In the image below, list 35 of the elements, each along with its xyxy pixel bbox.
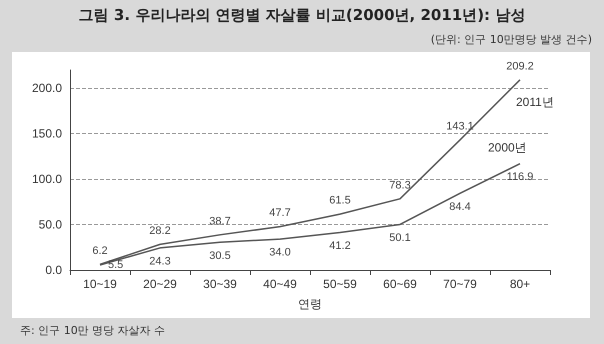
x-tick-label: 80+ [510,277,530,291]
y-tick-label: 200.0 [32,81,62,96]
data-label: 47.7 [269,207,291,220]
data-label: 34.0 [269,246,291,259]
data-label: 38.7 [209,215,231,228]
x-tick-label: 40~49 [263,277,298,291]
data-label: 41.2 [329,240,351,252]
data-label: 209.2 [506,60,534,72]
text: 주: 인구 10만 명당 자살자 수 [20,323,166,338]
data-label: 143.1 [446,120,474,132]
y-tick-label: 150.0 [32,126,62,141]
x-tick-label: 50~59 [323,277,358,291]
data-label: 61.5 [329,194,351,207]
y-tick-label: 50.0 [38,218,62,232]
x-axis-title: 연령 [298,297,322,311]
data-label: 78.3 [389,179,411,192]
y-tick-label: 100.0 [32,172,62,186]
x-tick-label: 60~69 [383,277,418,291]
data-label: 5.5 [108,259,124,271]
x-tick-label: 70~79 [443,277,478,291]
chart-title: 그림 3. 우리나라의 연령별 자살률 비교(2000년, 2011년): 남성 [78,6,526,25]
y-tick-label: 0.0 [45,263,62,277]
series-label: 2011년 [516,94,554,109]
data-label: 50.1 [389,232,411,244]
x-tick-label: 10~19 [83,277,118,291]
data-label: 116.9 [506,171,534,184]
data-label: 30.5 [209,250,231,262]
data-label: 6.2 [92,244,108,257]
data-label: 84.4 [449,200,471,213]
data-label: 24.3 [149,255,171,268]
x-tick-label: 20~29 [143,277,178,291]
series-label: 2000년 [488,140,527,155]
data-label: 28.2 [149,224,171,237]
chart-subtitle: (단위: 인구 10만명당 발생 건수) [430,32,592,47]
x-tick-label: 30~39 [203,277,238,291]
